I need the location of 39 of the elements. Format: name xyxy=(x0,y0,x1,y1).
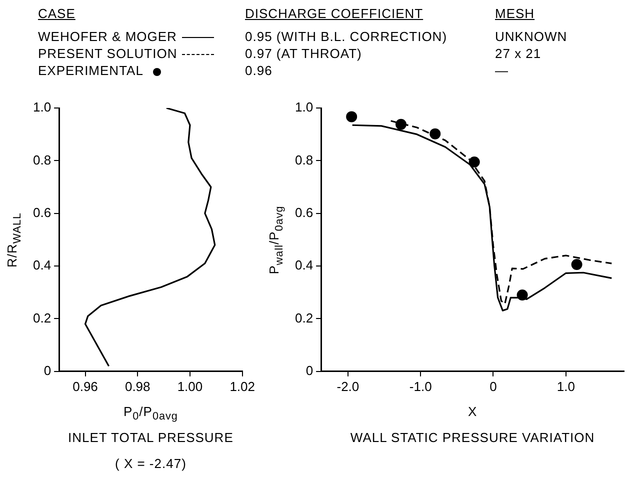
y-tick-label: 0.4 xyxy=(294,258,314,273)
legend-title: CASE xyxy=(38,6,76,21)
text: 0.97 (AT THROAT) xyxy=(245,46,362,61)
text: UNKNOWN xyxy=(495,29,568,44)
y-tick-label: 0.8 xyxy=(294,152,314,168)
text: 0.95 (WITH B.L. CORRECTION) xyxy=(245,29,448,44)
text: 27 x 21 xyxy=(495,46,542,61)
y-tick-label: 0 xyxy=(306,362,314,378)
y-tick-label: 0.2 xyxy=(32,310,52,326)
text: 0.96 xyxy=(245,63,272,78)
x-tick-label: 1.0 xyxy=(556,378,575,394)
text: ( X = -2.47) xyxy=(115,456,186,471)
x-axis-title: P$_{0}$/P$_{0avg}$ xyxy=(123,404,178,423)
text: INLET TOTAL PRESSURE xyxy=(68,430,234,445)
x-tick-label: 0.98 xyxy=(124,378,150,394)
point xyxy=(346,111,358,122)
y-tick-label: 0.8 xyxy=(32,152,52,168)
x-tick-label: 0.96 xyxy=(72,378,98,394)
x-tick-label: 0 xyxy=(490,378,497,394)
x-axis-title: X xyxy=(468,404,478,419)
text: MESH xyxy=(495,6,535,21)
legend-label: WEHOFER & MOGER xyxy=(38,29,177,44)
y-tick-label: 1.0 xyxy=(32,100,52,115)
legend-label: EXPERIMENTAL xyxy=(38,63,144,78)
text: — xyxy=(495,63,508,78)
text: WALL STATIC PRESSURE VARIATION xyxy=(350,430,595,445)
legend-label: PRESENT SOLUTION xyxy=(38,46,178,61)
y-tick-label: 0.6 xyxy=(294,204,314,220)
point xyxy=(571,258,582,270)
y-tick-label: 0.4 xyxy=(32,258,52,273)
x-tick-label: -2.0 xyxy=(336,378,360,394)
y-tick-label: 0.2 xyxy=(294,310,314,326)
x-tick-label: 1.02 xyxy=(230,378,256,394)
x-tick-label: -1.0 xyxy=(409,378,432,394)
y-tick-label: 0.6 xyxy=(32,204,52,220)
x-tick-label: 1.00 xyxy=(177,378,203,394)
y-tick-label: 0 xyxy=(44,362,52,378)
y-tick-label: 1.0 xyxy=(294,100,314,115)
text: DISCHARGE COEFFICIENT xyxy=(245,6,424,21)
